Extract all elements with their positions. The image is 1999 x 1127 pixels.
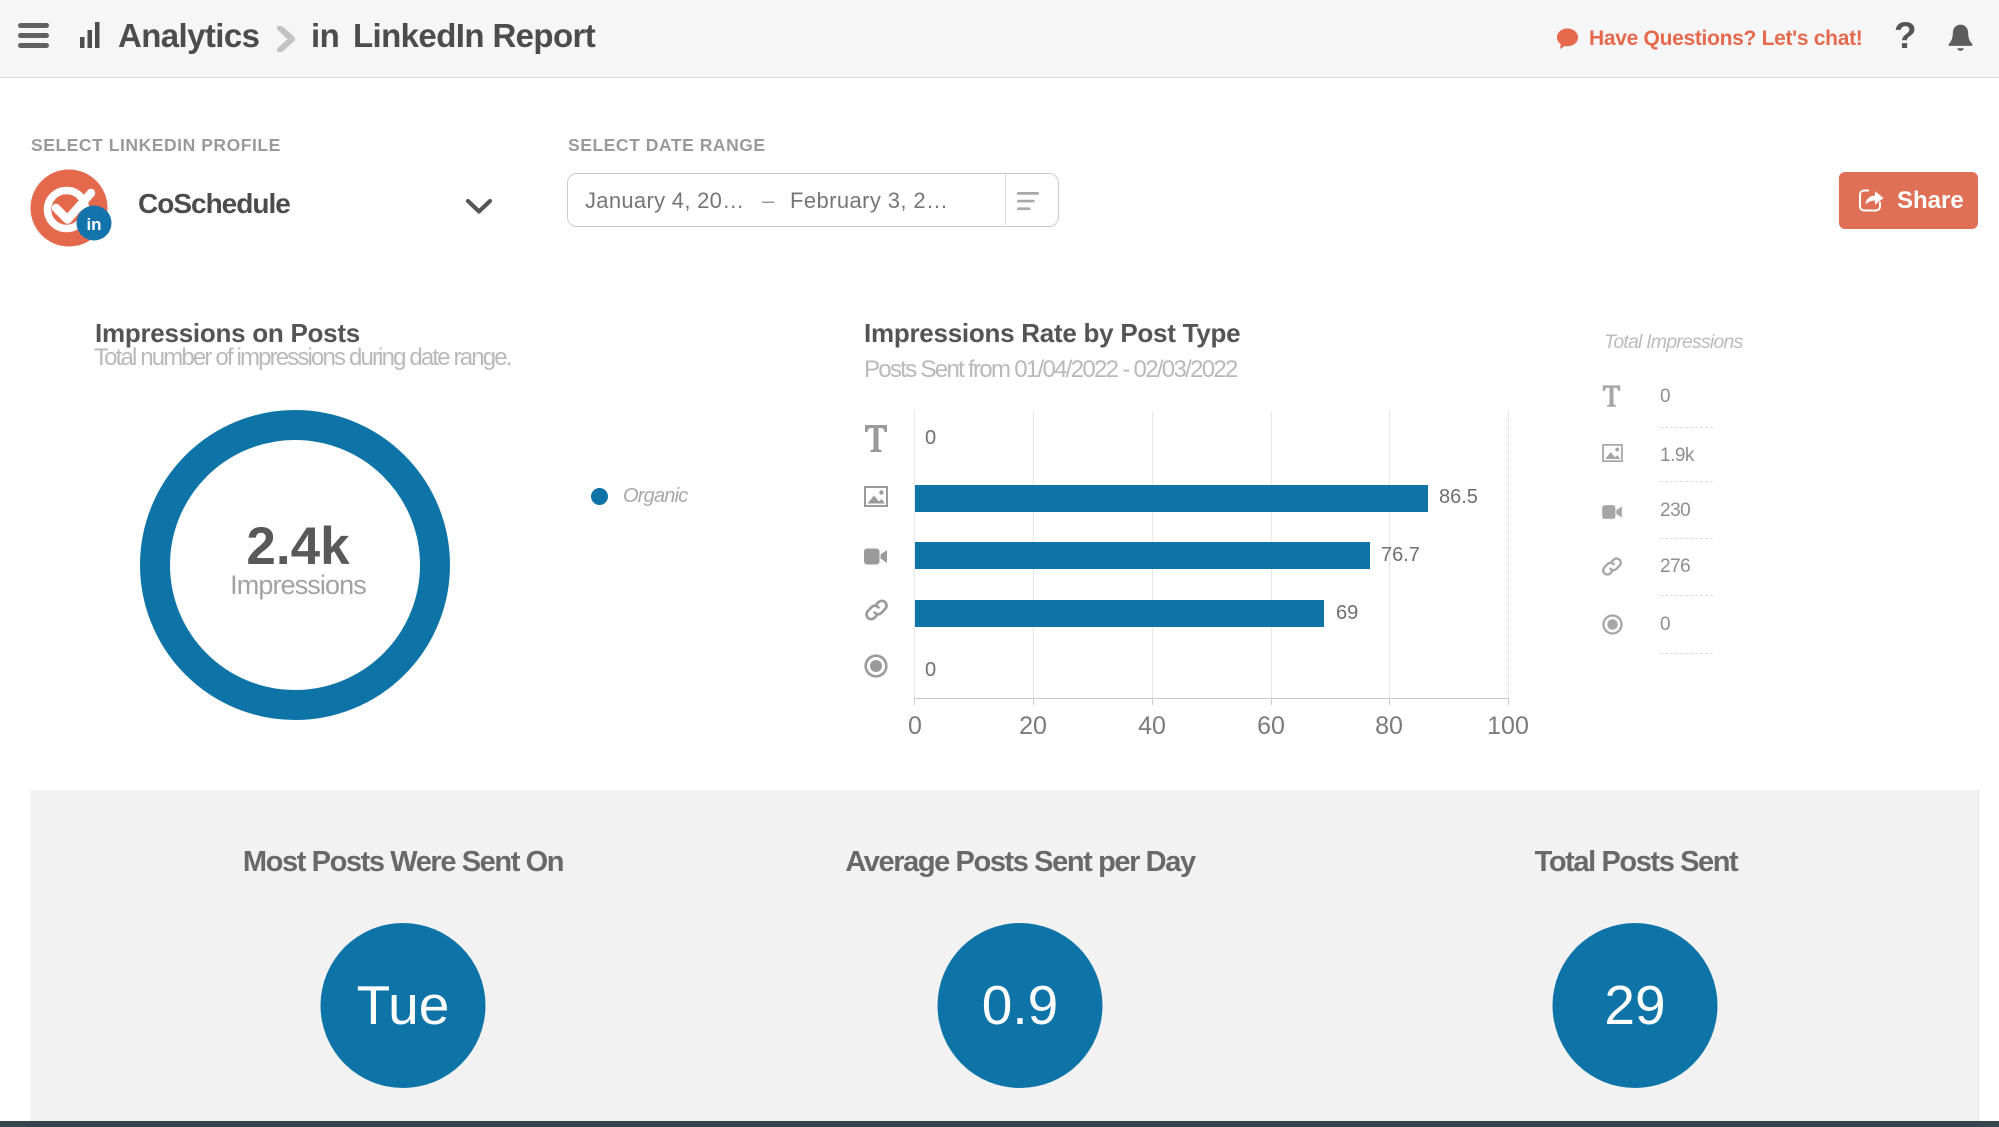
- svg-text:in: in: [86, 215, 101, 234]
